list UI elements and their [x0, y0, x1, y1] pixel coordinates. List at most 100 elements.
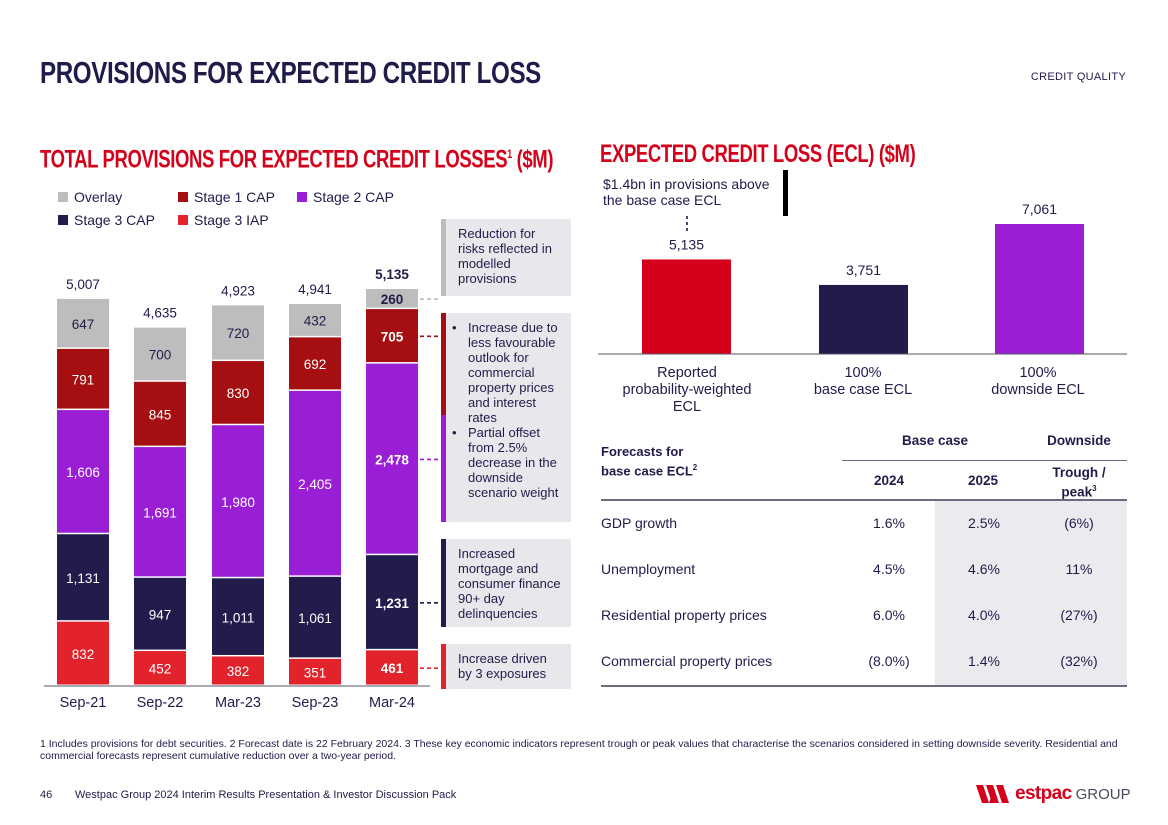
bar-stage-3-cap-sep-22	[134, 577, 186, 650]
table-row: Unemployment 4.5% 4.6% 11%	[601, 547, 1127, 593]
forecast-heading-line2-wrap: base case ECL2	[601, 460, 697, 479]
legend-swatch-stage2	[297, 192, 307, 202]
bar-stage-2-cap-mar-23	[212, 425, 264, 577]
header-divider	[842, 460, 1127, 461]
bar-value-label: 647	[72, 317, 95, 332]
bar-value-label: 830	[227, 386, 250, 401]
bar-value-label: 700	[149, 348, 172, 363]
header-base-case: Base case	[901, 433, 969, 448]
bar-stage-2-cap-sep-22	[134, 447, 186, 577]
note-overlay: Reduction for risks reflected in modelle…	[446, 219, 571, 296]
row-label: Unemployment	[601, 561, 696, 577]
westpac-logo: estpac GROUP	[976, 783, 1131, 805]
x-tick-label: Sep-22	[137, 695, 184, 711]
table-row: Commercial property prices (8.0%) 1.4% (…	[601, 639, 1127, 685]
header-trough-peak: Trough / peak3	[1040, 465, 1118, 501]
ecl-category-downside-line1: 100%	[1019, 365, 1057, 381]
header-2025: 2025	[967, 473, 999, 488]
note-stage-1-2: Increase due to less favourable outlook …	[446, 313, 571, 522]
left-chart-title-suffix: ($M)	[511, 145, 554, 174]
ecl-category-base-line1: 100%	[844, 365, 882, 381]
ecl-value-label: 7,061	[1022, 201, 1057, 217]
row-downside: (32%)	[1060, 653, 1098, 669]
x-tick-label: Mar-24	[369, 695, 415, 711]
bar-overlay-sep-21	[57, 298, 109, 348]
ecl-callout-bar	[783, 170, 788, 216]
bar-total-label: 5,135	[375, 267, 409, 282]
ecl-category-base-line2: base case ECL	[813, 382, 913, 398]
bar-value-label: 432	[304, 314, 327, 329]
table-row: GDP growth 1.6% 2.5% (6%)	[601, 501, 1127, 547]
ecl-category-base: 100% base case ECL	[773, 365, 953, 399]
bar-stage-3-cap-sep-21	[57, 534, 109, 621]
ecl-value-label: 3,751	[846, 262, 881, 278]
bar-stage-3-cap-mar-24	[366, 555, 418, 649]
bar-value-label: 1,131	[66, 571, 100, 586]
bar-total-label: 4,941	[298, 282, 332, 297]
section-label: CREDIT QUALITY	[1030, 71, 1126, 83]
bar-stage-2-cap-mar-24	[366, 363, 418, 554]
bar-stage-1-cap-sep-23	[289, 337, 341, 390]
row-downside: (6%)	[1064, 515, 1094, 531]
row-2025: 4.6%	[968, 561, 1000, 577]
table-row: Residential property prices 6.0% 4.0% (2…	[601, 593, 1127, 639]
row-2024: (8.0%)	[868, 653, 910, 669]
bar-value-label: 947	[149, 607, 172, 622]
bar-total-label: 5,007	[66, 277, 100, 292]
ecl-bar-3	[995, 224, 1084, 354]
legend-stage2: Stage 2 CAP	[297, 189, 394, 205]
westpac-w-icon	[976, 785, 1009, 803]
header-trough-line2: peak	[1061, 484, 1093, 500]
bar-value-label: 461	[381, 661, 404, 676]
bar-stage-1-cap-mar-24	[366, 309, 418, 363]
bar-value-label: 351	[304, 665, 327, 680]
note-bar-stage2	[441, 415, 446, 522]
bar-value-label: 452	[149, 662, 172, 677]
bar-stage-3-cap-mar-23	[212, 578, 264, 655]
legend-stage3iap: Stage 3 IAP	[178, 212, 269, 228]
bar-value-label: 705	[381, 329, 404, 344]
ecl-callout: $1.4bn in provisions above the base case…	[603, 176, 770, 208]
legend-label-stage2: Stage 2 CAP	[313, 189, 394, 205]
header-downside: Downside	[1047, 433, 1111, 448]
ecl-bar-1	[642, 259, 731, 354]
bar-value-label: 1,606	[66, 465, 100, 480]
x-tick-label: Sep-23	[292, 695, 339, 711]
bar-stage-3-iap-sep-21	[57, 621, 109, 685]
ecl-category-reported: Reported probability-weighted ECL	[597, 365, 777, 416]
bar-stage-3-iap-mar-23	[212, 656, 264, 685]
bar-stage-3-iap-sep-22	[134, 651, 186, 685]
note-stage2-text: Partial offset from 2.5% decrease in the…	[452, 425, 563, 500]
row-2025: 2.5%	[968, 515, 1000, 531]
forecast-heading-line2: base case ECL	[601, 463, 693, 479]
logo-brand: estpac	[1015, 783, 1072, 804]
bar-stage-1-cap-mar-23	[212, 361, 264, 424]
bar-overlay-mar-23	[212, 305, 264, 360]
bar-value-label: 1,980	[221, 495, 255, 510]
header-trough-line2-wrap: peak3	[1040, 481, 1118, 501]
bar-value-label: 382	[227, 664, 250, 679]
legend-stage1: Stage 1 CAP	[178, 189, 275, 205]
note-bar-stage3iap	[441, 644, 446, 689]
bar-value-label: 720	[227, 326, 250, 341]
bar-stage-1-cap-sep-21	[57, 348, 109, 409]
row-label: GDP growth	[601, 515, 677, 531]
row-downside: (27%)	[1060, 607, 1098, 623]
row-2024: 1.6%	[873, 515, 905, 531]
ecl-bar-2	[819, 284, 908, 354]
forecast-heading-line1: Forecasts for	[601, 444, 684, 459]
legend-swatch-stage3iap	[178, 215, 188, 225]
ecl-category-downside-line2: downside ECL	[991, 382, 1085, 398]
bar-overlay-sep-22	[134, 327, 186, 381]
row-2024: 6.0%	[873, 607, 905, 623]
bar-total-label: 4,923	[221, 283, 255, 298]
note-stage3iap: Increase driven by 3 exposures	[446, 644, 571, 689]
bar-value-label: 1,011	[222, 610, 255, 625]
right-chart-title: EXPECTED CREDIT LOSS (ECL) ($M)	[600, 140, 916, 168]
forecast-heading-sup: 2	[692, 463, 698, 472]
forecast-2025-shading	[935, 500, 1127, 685]
bar-value-label: 791	[72, 372, 95, 387]
logo-group: GROUP	[1075, 785, 1131, 803]
bar-total-label: 4,635	[143, 306, 177, 321]
